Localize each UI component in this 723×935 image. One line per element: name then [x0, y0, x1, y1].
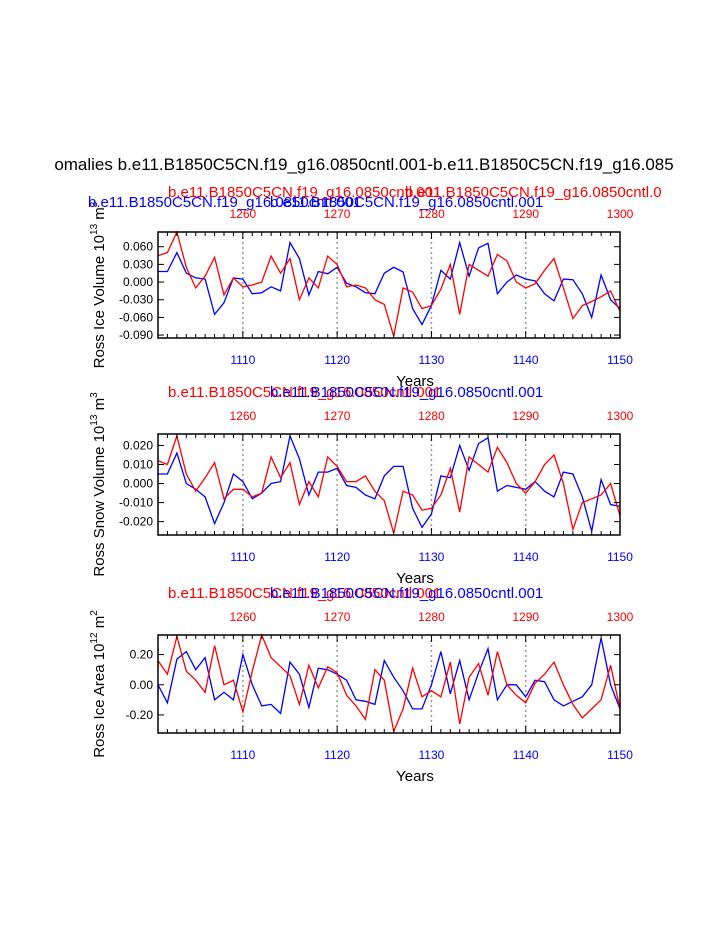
plot-frame: [157, 634, 621, 734]
y-axis-title-unit: m: [91, 398, 108, 415]
x-tick-label-bottom: 1150: [607, 748, 633, 762]
x-tick-label-top: 1280: [418, 207, 445, 221]
x-tick-label-top: 1300: [607, 409, 634, 423]
x-tick-label-top: 1290: [512, 610, 539, 624]
y-axis-title-unit: m: [91, 616, 108, 633]
series-line-blue: [158, 240, 621, 326]
x-tick-label-top: 1270: [324, 409, 351, 423]
x-tick-label-top: 1280: [418, 610, 445, 624]
y-axis-title-unit: m: [91, 207, 108, 224]
y-tick-label: 0.00: [130, 678, 154, 692]
series-line-red: [157, 632, 621, 734]
panel-bottom: 0.20 0.00 -0.20 1110 1120 1130 1140 1150 1260 127…: [89, 585, 634, 785]
y-tick-label: 0.010: [123, 457, 153, 471]
x-tick-label-bottom: 1110: [230, 748, 255, 762]
y-axis-title-unit-exponent: 3: [89, 392, 100, 398]
y-tick-label: -0.060: [119, 310, 153, 324]
plot-frame: [157, 433, 621, 536]
run-title-red: b.e11.B1850C5CN.f19_g16.0850cntl.0: [405, 184, 662, 201]
x-axis-title: Years: [396, 373, 434, 390]
y-axis-title-text: Ross Ice Volume 10: [91, 235, 108, 368]
x-tick-label-bottom: 1110: [230, 353, 255, 367]
y-tick-label: 0.20: [130, 648, 154, 662]
run-title-red: b.e11.B1850C5CN.f19_g16.0850cntl.001: [168, 384, 441, 401]
y-tick-label: 0.000: [123, 275, 153, 289]
x-tick-label-top: 1260: [230, 610, 257, 624]
x-axis-title: Years: [396, 768, 434, 785]
x-axis-title: Years: [396, 570, 434, 587]
x-tick-label-top: 1260: [230, 207, 257, 221]
x-tick-label-bottom: 1140: [513, 353, 539, 367]
y-axis-title-unit-exponent: 3: [89, 201, 100, 207]
run-title-blue: b.e11.B1850C5CN.f19_g16.0850cntl.001: [88, 194, 361, 211]
y-axis-title-exponent: 13: [89, 414, 100, 426]
y-axis-title-text: Ross Ice Area 10: [91, 644, 108, 758]
run-title-blue: b.e11.B1850C5CN.f19_g16.0850cntl.001: [270, 194, 543, 211]
chart-panels: 0.060 0.030 0.000 -0.030 -0.060 -0.090 1110 112…: [88, 184, 662, 785]
x-tick-label-bottom: 1130: [419, 550, 445, 564]
series-line-blue: [158, 433, 621, 532]
panel-top: 0.060 0.030 0.000 -0.030 -0.060 -0.090 1110 112…: [88, 184, 662, 390]
y-tick-label: -0.020: [119, 515, 153, 529]
x-tick-label-bottom: 1150: [607, 353, 633, 367]
x-tick-label-bottom: 1140: [513, 748, 539, 762]
x-tick-label-bottom: 1120: [324, 353, 350, 367]
y-tick-label: -0.090: [119, 328, 153, 342]
run-title-blue: b.e11.B1850C5CN.f19_g16.0850cntl.001: [270, 384, 543, 401]
plot-frame: [157, 231, 621, 339]
run-title-blue: b.e11.B1850C5CN.f19_g16.0850cntl.001: [270, 585, 543, 602]
series-line-blue: [157, 637, 621, 715]
y-tick-label: 0.030: [123, 257, 153, 271]
x-tick-label-bottom: 1110: [230, 550, 255, 564]
page-title: omalies b.e11.B1850C5CN.f19_g16.0850cntl…: [54, 155, 673, 174]
x-tick-label-top: 1290: [512, 207, 539, 221]
run-title-red: b.e11.B1850C5CN.f19_g16.0850cntl.001: [168, 585, 441, 602]
y-axis-title: Ross Snow Volume 1013 m3: [89, 392, 108, 577]
x-tick-label-bottom: 1130: [419, 353, 445, 367]
x-tick-label-top: 1270: [324, 207, 351, 221]
panel-middle: 0.020 0.010 0.000 -0.010 -0.020 1110 1120 1130 1…: [89, 384, 634, 587]
x-tick-label-bottom: 1130: [419, 748, 445, 762]
y-tick-label: 0.060: [123, 240, 153, 254]
y-tick-label: -0.010: [119, 496, 153, 510]
x-tick-label-top: 1300: [607, 610, 634, 624]
x-tick-label-bottom: 1120: [324, 550, 350, 564]
y-tick-label: 0.020: [123, 438, 153, 452]
y-axis-title: Ross Ice Area 1012 m2: [89, 610, 108, 758]
y-axis-title-unit-exponent: 2: [89, 610, 100, 616]
series-line-red: [157, 433, 621, 534]
y-axis-title-exponent: 12: [89, 632, 100, 644]
x-tick-label-top: 1280: [418, 409, 445, 423]
y-tick-label: -0.20: [126, 708, 154, 722]
x-tick-label-bottom: 1140: [513, 550, 539, 564]
y-tick-label: -0.030: [119, 293, 153, 307]
x-tick-label-top: 1300: [607, 207, 634, 221]
y-tick-label: 0.000: [123, 477, 153, 491]
y-axis-title: Ross Ice Volume 1013 m3: [89, 201, 108, 368]
x-tick-label-top: 1270: [324, 610, 351, 624]
y-axis-title-text: Ross Snow Volume 10: [91, 426, 108, 577]
series-line-red: [157, 230, 621, 337]
x-tick-label-top: 1260: [230, 409, 257, 423]
x-tick-label-bottom: 1150: [607, 550, 633, 564]
x-tick-label-bottom: 1120: [324, 748, 350, 762]
run-title-red: b.e11.B1850C5CN.f19_g16.0850cntl.001: [168, 184, 441, 201]
y-axis-title-exponent: 13: [89, 223, 100, 235]
x-tick-label-top: 1290: [512, 409, 539, 423]
